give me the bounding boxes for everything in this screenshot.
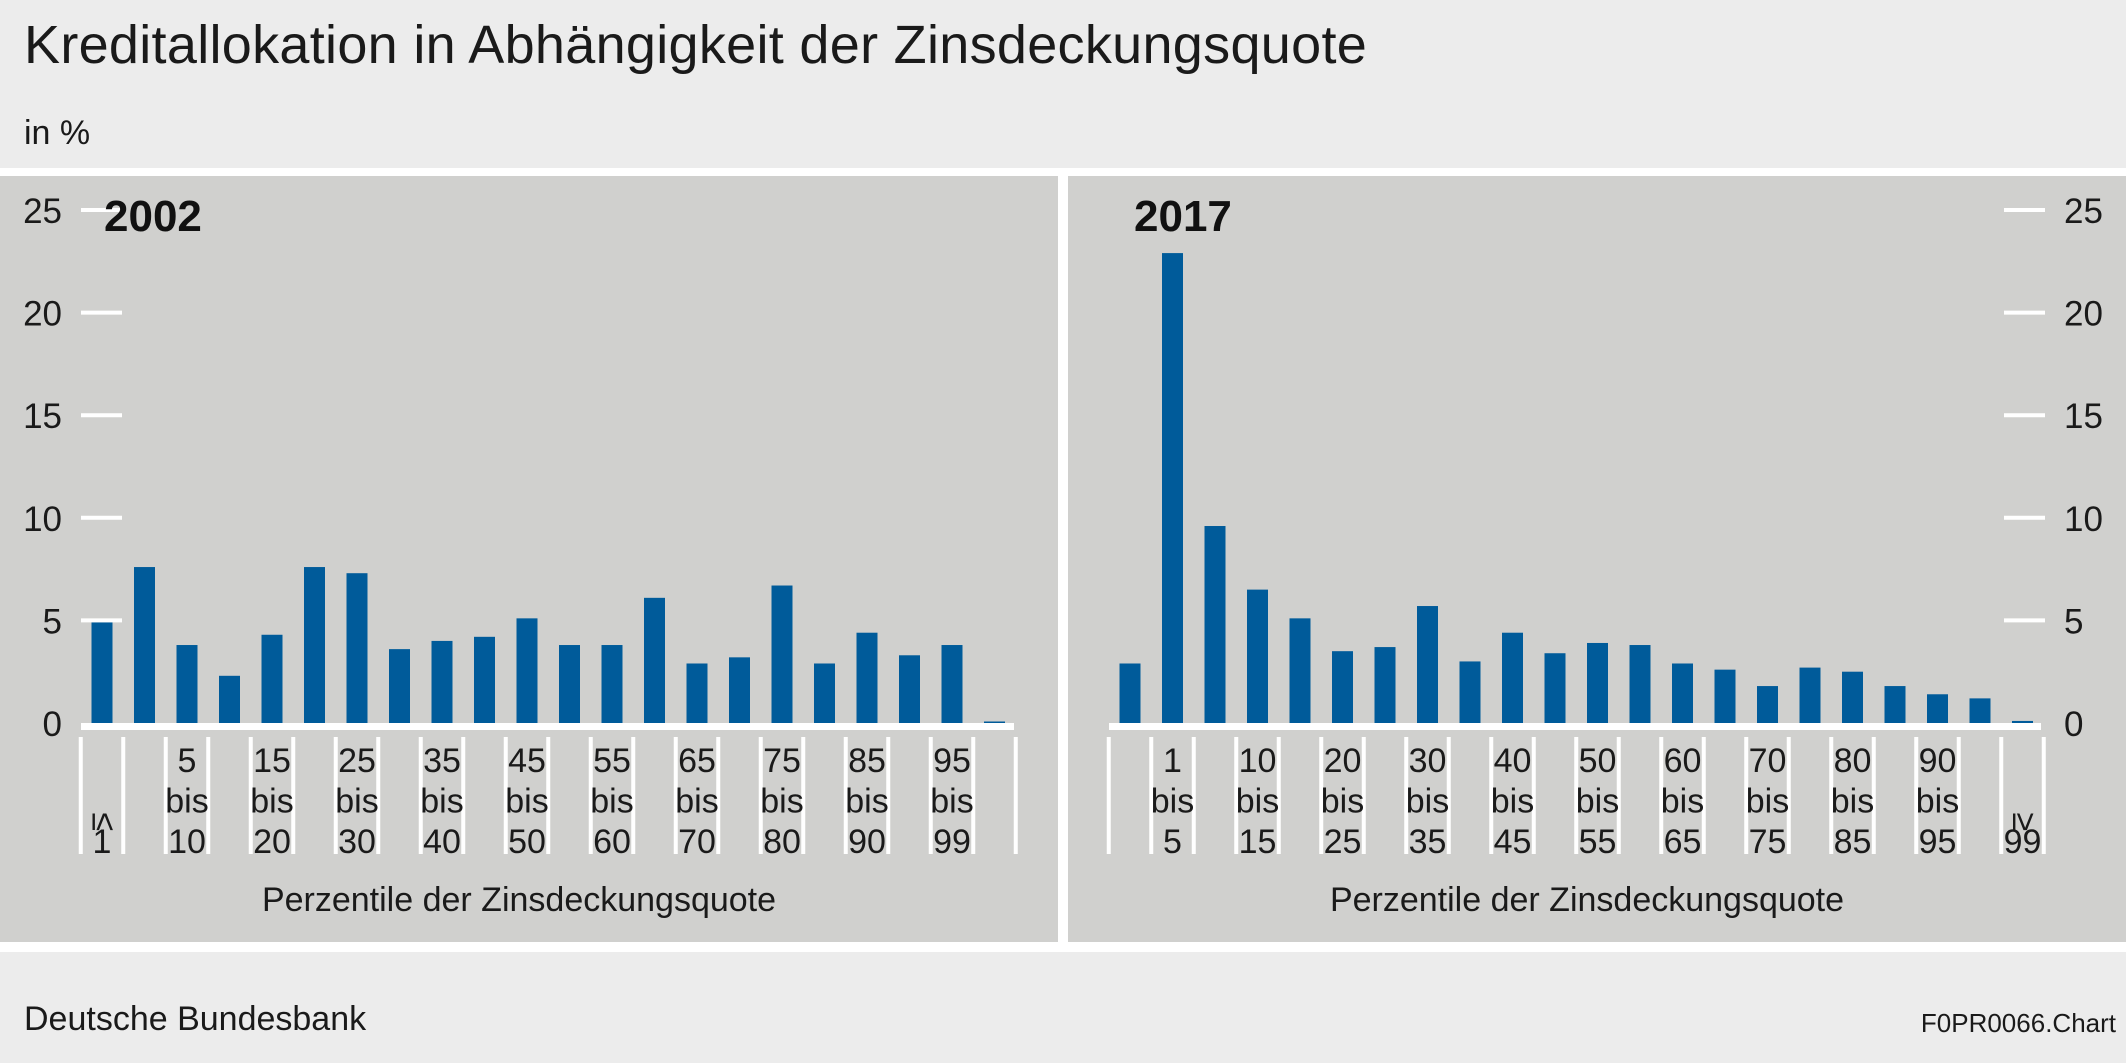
bar-60-bis-65 xyxy=(1672,663,1693,723)
x-tick-label: 70 bis 75 xyxy=(1746,742,1789,861)
bar-75-bis-80 xyxy=(771,585,793,723)
bar-70-bis-75 xyxy=(729,657,750,723)
bar-15-bis-20 xyxy=(1289,618,1311,723)
bar-80-bis-85 xyxy=(1842,671,1863,723)
y-tick-label: 15 xyxy=(23,397,62,436)
bar-70-bis-75 xyxy=(1757,686,1778,723)
bar-35-bis-40 xyxy=(1459,661,1481,723)
x-tick-label: 15 bis 20 xyxy=(250,742,293,861)
panel-background xyxy=(0,176,1058,942)
bar-≤-1 xyxy=(91,622,113,723)
x-tick-label: 65 bis 70 xyxy=(675,742,718,861)
bar-10-bis-15 xyxy=(1247,589,1268,723)
bar-40-bis-45 xyxy=(474,636,495,723)
panel-background xyxy=(1068,176,2126,942)
bar-85-bis-90 xyxy=(1884,686,1906,723)
bar-5-bis-10 xyxy=(176,645,198,723)
x-tick-label: 60 bis 65 xyxy=(1661,742,1704,861)
chart-panel-2017: 0 5 10 15 20 25 1 bis 5 10 bis 15 20 bis 25 30 bis 35 40 bi… xyxy=(1068,176,2126,942)
bar-95-bis-99 xyxy=(941,645,963,723)
chart-code: F0PR0066.Chart xyxy=(1920,1008,2116,1038)
y-tick-label: 0 xyxy=(43,705,62,744)
x-tick-label: 45 bis 50 xyxy=(505,742,548,861)
chart-title: Kreditallokation in Abhängigkeit der Zin… xyxy=(24,15,1368,75)
bar-1-bis-5 xyxy=(134,567,155,723)
x-tick-label: 25 bis 30 xyxy=(335,742,378,861)
x-tick-label: 50 bis 55 xyxy=(1576,742,1619,861)
y-tick-label: 10 xyxy=(23,500,62,539)
bar-85-bis-90 xyxy=(856,632,878,723)
x-tick-label: 20 bis 25 xyxy=(1321,742,1364,861)
x-tick-label: 55 bis 60 xyxy=(590,742,633,861)
x-tick-label: 1 bis 5 xyxy=(1151,742,1194,861)
x-tick-label: 85 bis 90 xyxy=(845,742,888,861)
bar-45-bis-50 xyxy=(516,618,538,723)
x-axis-title: Perzentile der Zinsdeckungsquote xyxy=(262,881,776,919)
bar-≤-1 xyxy=(1119,663,1141,723)
x-tick-label: 10 bis 15 xyxy=(1236,742,1279,861)
chart-panel-2002: 0 5 10 15 20 25 ≤ 1 5 bis 10 15 bis 20 25 bis 30 35 bis 40 4… xyxy=(0,176,1058,942)
unit-label: in % xyxy=(24,114,91,152)
y-tick-label: 5 xyxy=(2064,602,2083,641)
x-tick-label: 40 bis 45 xyxy=(1491,742,1534,861)
bar-90-bis-95 xyxy=(1927,694,1948,723)
bar-25-bis-30 xyxy=(346,573,368,723)
x-tick-label: 80 bis 85 xyxy=(1831,742,1874,861)
x-tick-label: 35 bis 40 xyxy=(420,742,463,861)
y-tick-label: 25 xyxy=(23,192,62,231)
bar-65-bis-70 xyxy=(686,663,708,723)
x-tick-label: 95 bis 99 xyxy=(930,742,973,861)
bar-10-bis-15 xyxy=(219,675,240,723)
y-tick-label: 20 xyxy=(23,295,62,334)
bar-15-bis-20 xyxy=(261,634,283,723)
y-tick-label: 20 xyxy=(2064,295,2103,334)
bar-20-bis-25 xyxy=(304,567,325,723)
bar-40-bis-45 xyxy=(1502,632,1523,723)
bar-90-bis-95 xyxy=(899,655,920,723)
x-axis-title: Perzentile der Zinsdeckungsquote xyxy=(1330,881,1844,919)
bar-≥-99 xyxy=(984,721,1005,723)
bar-55-bis-60 xyxy=(601,645,623,723)
bar-30-bis-35 xyxy=(1417,606,1438,723)
x-tick-label: 75 bis 80 xyxy=(760,742,803,861)
bar-60-bis-65 xyxy=(644,597,665,723)
x-axis-baseline xyxy=(81,723,1014,730)
y-tick-label: 0 xyxy=(2064,705,2083,744)
bar-55-bis-60 xyxy=(1629,645,1651,723)
bar-35-bis-40 xyxy=(431,640,453,723)
bar-45-bis-50 xyxy=(1544,653,1566,723)
bar-30-bis-35 xyxy=(389,649,410,723)
bar-1-bis-5 xyxy=(1162,253,1183,724)
bar-80-bis-85 xyxy=(814,663,835,723)
source-label: Deutsche Bundesbank xyxy=(24,1000,367,1038)
bar-50-bis-55 xyxy=(1587,642,1608,723)
bar-50-bis-55 xyxy=(559,645,580,723)
bar-75-bis-80 xyxy=(1799,667,1821,723)
bar-65-bis-70 xyxy=(1714,669,1736,723)
bar-20-bis-25 xyxy=(1332,651,1353,723)
panel-year-label: 2017 xyxy=(1134,192,1232,241)
x-axis-baseline xyxy=(1109,723,2041,730)
panel-year-label: 2002 xyxy=(104,192,202,241)
bar-≥-99 xyxy=(2012,720,2033,723)
x-tick-label: ≤1 xyxy=(85,813,123,862)
bar-25-bis-30 xyxy=(1374,647,1396,723)
bar-95-bis-99 xyxy=(1969,698,1991,723)
x-tick-label: 30 bis 35 xyxy=(1406,742,1449,861)
bar-5-bis-10 xyxy=(1204,526,1226,723)
y-tick-label: 5 xyxy=(43,602,62,641)
x-tick-label: 5 bis 10 xyxy=(165,742,208,861)
y-tick-label: 15 xyxy=(2064,397,2103,436)
y-tick-label: 25 xyxy=(2064,192,2103,231)
y-tick-label: 10 xyxy=(2064,500,2103,539)
x-tick-label: 90 bis 95 xyxy=(1916,742,1959,861)
x-tick-label: ≥99 xyxy=(2004,813,2044,862)
